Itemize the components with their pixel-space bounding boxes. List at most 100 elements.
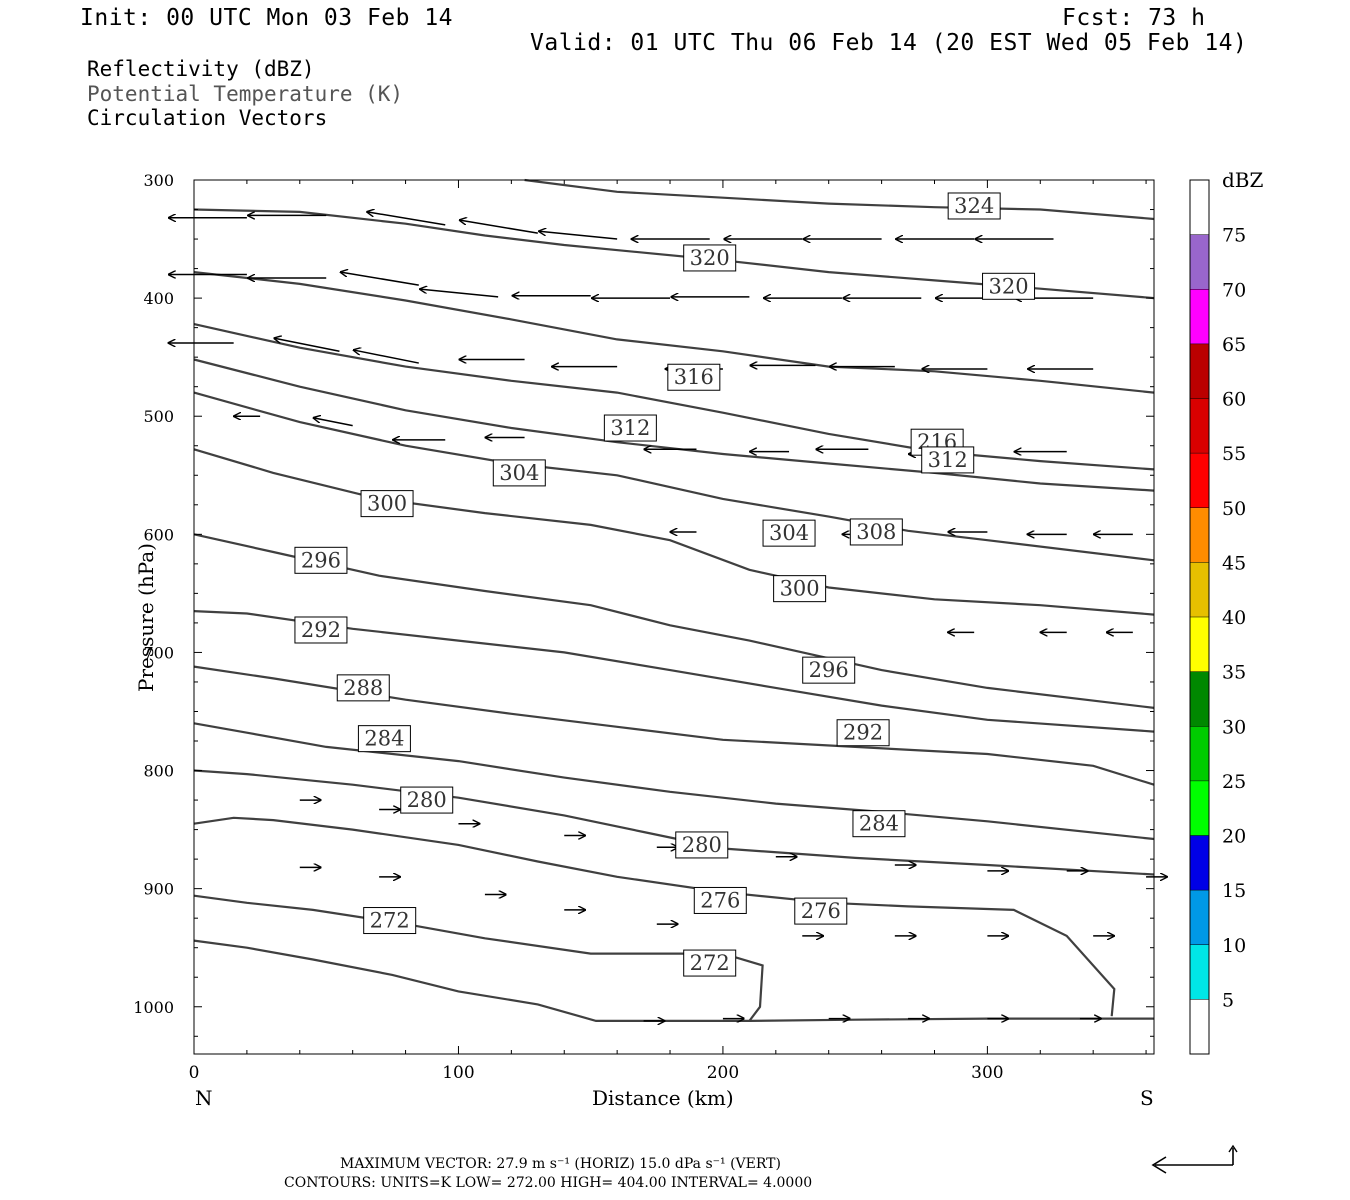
y-tick-label: 500 [143,407,174,426]
colorbar-level-label: 70 [1222,279,1246,301]
colorbar-level-label: 60 [1222,389,1246,411]
colorbar-level-label: 40 [1222,607,1246,629]
legend-circulation-vectors: Circulation Vectors [87,106,328,130]
colorbar-swatch [1190,780,1209,836]
contour-label-box [852,810,906,838]
x-tick-label: 0 [189,1063,200,1083]
y-tick-label: 1000 [133,998,174,1017]
contour-label: 312 [610,416,650,440]
contour-label-box [294,546,348,574]
valid-time: Valid: 01 UTC Thu 06 Feb 14 (20 EST Wed … [530,30,1248,56]
contour-label: 304 [499,461,539,485]
theta-contour-304 [193,448,1155,616]
colorbar-level-label: 5 [1222,989,1234,1011]
y-tick-label: 700 [143,643,174,662]
contour-label: 320 [690,246,730,270]
north-label: N [195,1086,213,1110]
theta-contour-320 [193,271,1155,394]
colorbar-swatch [1190,999,1209,1054]
contour-label: 276 [700,888,740,912]
contour-label: 272 [370,909,410,933]
theta-contour-280 [193,816,1116,1017]
colorbar-swatch [1190,453,1209,508]
x-axis-label: Distance (km) [592,1086,734,1110]
reference-vector [1151,1144,1238,1174]
contour-label-box [294,616,348,644]
colorbar-swatch [1190,617,1209,672]
contour-label-box [849,518,903,546]
colorbar-level-label: 30 [1222,716,1246,738]
y-axis-label: Pressure (hPa) [134,543,158,692]
circulation-vector [274,338,340,352]
circulation-vector [354,350,419,364]
y-tick-label: 300 [143,171,174,190]
colorbar-level-label: 45 [1222,552,1246,574]
colorbar-level-label: 25 [1222,771,1246,793]
contour-label: 304 [769,521,809,545]
colorbar-swatch [1190,398,1209,454]
theta-contour-328 [524,178,1155,221]
colorbar-level-label: 10 [1222,935,1246,957]
contour-label: 316 [674,365,714,389]
legend-reflectivity: Reflectivity (dBZ) [87,57,315,81]
colorbar-swatch [1190,890,1209,945]
contour-label: 272 [690,951,730,975]
colorbar-swatch [1190,562,1209,617]
colorbar-swatch [1190,507,1209,563]
contour-label-box [360,490,414,518]
contour-label-box [400,786,454,814]
colorbar-swatch [1190,289,1209,344]
theta-contour-308 [193,391,1155,562]
contour-label-box [802,656,856,684]
contour-label-box [836,719,890,747]
legend-potential-temperature: Potential Temperature (K) [87,82,404,106]
plot-frame [193,179,1155,1055]
south-label: S [1140,1086,1154,1110]
theta-contour-284 [193,769,1155,876]
contour-label-box [492,459,546,487]
y-tick-label: 900 [143,880,174,899]
contour-label: 280 [407,788,447,812]
colorbar-level-label: 65 [1222,334,1246,356]
colorbar-unit: dBZ [1222,168,1264,192]
y-tick-label: 800 [143,762,174,781]
init-time: Init: 00 UTC Mon 03 Feb 14 [80,5,454,31]
contour-label-box [683,949,737,977]
contour-label-box [794,897,848,925]
circulation-vector [314,418,353,427]
contour-label: 300 [367,492,407,516]
forecast-hour: Fcst: 73 h [1062,5,1206,31]
contour-label-box [675,831,729,859]
circulation-vector [539,231,618,240]
colorbar-swatch [1190,343,1209,399]
colorbar-level-label: 15 [1222,880,1246,902]
contour-label: 288 [343,676,383,700]
colorbar-level-label: 35 [1222,662,1246,684]
contour-label: 308 [856,520,896,544]
contour-label-box [357,725,411,753]
colorbar-swatch [1190,726,1209,781]
colorbar-swatch [1190,180,1209,235]
x-tick-label: 300 [971,1063,1003,1083]
contour-info: CONTOURS: UNITS=K LOW= 272.00 HIGH= 404.… [284,1175,813,1191]
colorbar-level-label: 20 [1222,826,1246,848]
colorbar-level-label: 55 [1222,443,1246,465]
colorbar-swatch [1190,671,1209,727]
contour-label: 284 [859,812,899,836]
x-tick-label: 100 [442,1063,474,1083]
contour-label-box [683,244,737,272]
contour-label-box [693,886,747,914]
y-tick-label: 400 [143,289,174,308]
contour-label: 300 [780,577,820,601]
contour-label: 292 [843,721,883,745]
contour-label-box [667,363,721,391]
colorbar-swatch [1190,835,1209,891]
theta-contour-272 [193,939,1154,1022]
contour-label: 292 [301,618,341,642]
contour-label: 296 [301,548,341,572]
contour-label-box [982,272,1036,300]
colorbar-level-label: 50 [1222,498,1246,520]
contour-label: 312 [928,448,968,472]
contour-label-box [947,192,1001,220]
